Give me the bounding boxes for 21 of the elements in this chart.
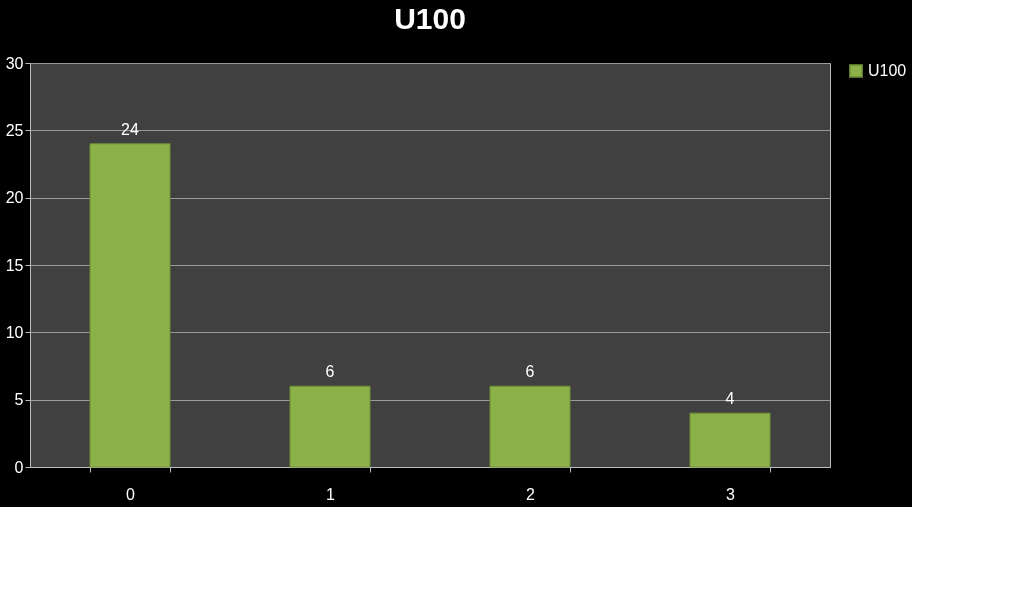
y-tick-label: 20	[5, 189, 24, 207]
data-label: 24	[121, 120, 139, 138]
data-label: 4	[725, 390, 735, 408]
y-tick-label: 25	[5, 121, 24, 139]
x-tick-label: 3	[726, 485, 736, 503]
data-label: 6	[525, 363, 535, 381]
data-label: 6	[325, 363, 335, 381]
bar	[689, 412, 771, 468]
bar	[489, 385, 571, 468]
y-tick-label: 0	[14, 458, 24, 476]
x-tick-label: 0	[126, 485, 136, 503]
x-tick-label: 1	[326, 485, 336, 503]
y-tick-label: 5	[14, 391, 24, 409]
bar	[89, 143, 171, 468]
y-tick-label: 30	[5, 54, 24, 72]
bar	[289, 385, 371, 468]
y-tick-label: 10	[5, 323, 24, 341]
x-tick-label: 2	[526, 485, 536, 503]
chart-title: U100	[394, 2, 466, 35]
y-tick-label: 15	[5, 256, 24, 274]
legend-label: U100	[868, 62, 907, 79]
